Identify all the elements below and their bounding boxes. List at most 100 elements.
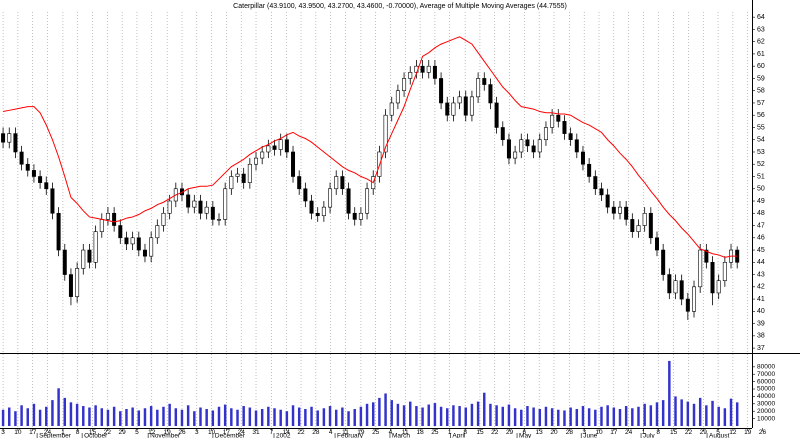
candle-body [611, 206, 616, 214]
volume-bar [131, 407, 134, 426]
volume-bar [267, 406, 270, 426]
volume-bar [618, 408, 622, 426]
candle-body [722, 261, 727, 281]
volume-bar [452, 405, 455, 426]
x-tick-label: 14 [283, 429, 291, 436]
x-tick-label: 29 [506, 429, 514, 436]
y-tick-label: 62 [757, 39, 765, 46]
candle-body [105, 212, 110, 220]
y-tick-label: 42 [757, 284, 765, 291]
candle-body [704, 249, 709, 263]
candle-body [315, 212, 320, 217]
volume-bar [464, 407, 467, 426]
volume-bar [538, 408, 542, 426]
candle-body [698, 249, 703, 288]
x-tick-label: 29 [700, 429, 708, 436]
candle-body [278, 139, 283, 150]
volume-bar [680, 399, 683, 426]
candle-body [525, 139, 530, 147]
y-tick-label: 59 [757, 75, 765, 82]
volume-bar [698, 397, 702, 426]
candle-body [130, 237, 135, 245]
volume-bar [446, 408, 449, 426]
candle-body [87, 249, 92, 263]
volume-bar [254, 410, 258, 426]
candle-body [81, 249, 86, 269]
candle-body [247, 163, 252, 183]
volume-bar [20, 405, 23, 426]
volume-bar [649, 405, 653, 426]
x-tick-label: 17 [223, 429, 231, 436]
candle-body [19, 151, 24, 165]
x-tick-label: 8 [656, 429, 660, 436]
candle-body [272, 145, 277, 150]
volume-bar [334, 409, 338, 426]
candle-body [543, 127, 548, 141]
y2-tick-label: 70000 [757, 371, 775, 378]
volume-bar [594, 409, 597, 426]
volume-bar [575, 408, 579, 426]
x-tick-label: 22 [685, 429, 693, 436]
x-tick-label: 19 [744, 429, 752, 436]
volume-bar [32, 403, 36, 426]
candle-body [506, 139, 511, 159]
candle-body [648, 212, 653, 239]
candle-body [93, 231, 98, 263]
candle-body [476, 78, 481, 98]
marks [1, 36, 740, 426]
candle-body [642, 212, 647, 226]
candle-body [303, 188, 308, 202]
candle-body [365, 188, 370, 214]
volume-bar [100, 408, 104, 426]
volume-bar [415, 406, 418, 426]
candle-body [469, 96, 474, 116]
y-tick-label: 41 [757, 296, 765, 303]
x-tick-label: 22 [491, 429, 499, 436]
volume-bar [600, 406, 603, 426]
x-tick-label: 1 [448, 429, 452, 436]
candle-body [136, 237, 141, 251]
x-tick-label: 3 [195, 429, 199, 436]
x-tick-label: 15 [476, 429, 484, 436]
month-label: March [392, 433, 410, 438]
volume-bar [149, 406, 153, 426]
y-tick-label: 48 [757, 210, 765, 217]
volume-bar [38, 409, 42, 426]
y2-tick-label: 10000 [757, 415, 775, 422]
volume-bar [223, 404, 227, 426]
y-tick-label: 37 [757, 345, 765, 352]
y2-tick-label: 80000 [757, 364, 775, 371]
volume-bar [501, 406, 505, 426]
volume-bar [353, 408, 356, 426]
candle-body [383, 114, 388, 153]
volume-bar [532, 407, 535, 426]
volume-bar [260, 408, 264, 426]
x-tick-label: 22 [297, 429, 305, 436]
volume-bar [723, 408, 727, 426]
volume-bar [606, 405, 609, 426]
x-tick-label: 19 [357, 429, 365, 436]
y-tick-label: 39 [757, 320, 765, 327]
candle-body [229, 176, 234, 190]
y-tick-label: 50 [757, 186, 765, 193]
x-tick-label: 6 [523, 429, 527, 436]
volume-bar [661, 400, 665, 426]
volume-bar [242, 406, 245, 426]
volume-bar [193, 411, 196, 426]
candle-body [408, 72, 413, 79]
volume-bar [365, 403, 369, 426]
volume-bar [236, 409, 239, 426]
candle-body [562, 121, 567, 134]
volume-bar [390, 400, 393, 426]
candle-body [99, 219, 104, 232]
candle-body [118, 225, 123, 239]
y-tick-label: 60 [757, 63, 765, 70]
volume-bar [495, 405, 498, 426]
volume-bar [359, 406, 363, 426]
candle-body [482, 78, 487, 85]
volume-bar [119, 411, 122, 426]
volume-bar [402, 405, 406, 426]
candle-body [192, 200, 197, 208]
